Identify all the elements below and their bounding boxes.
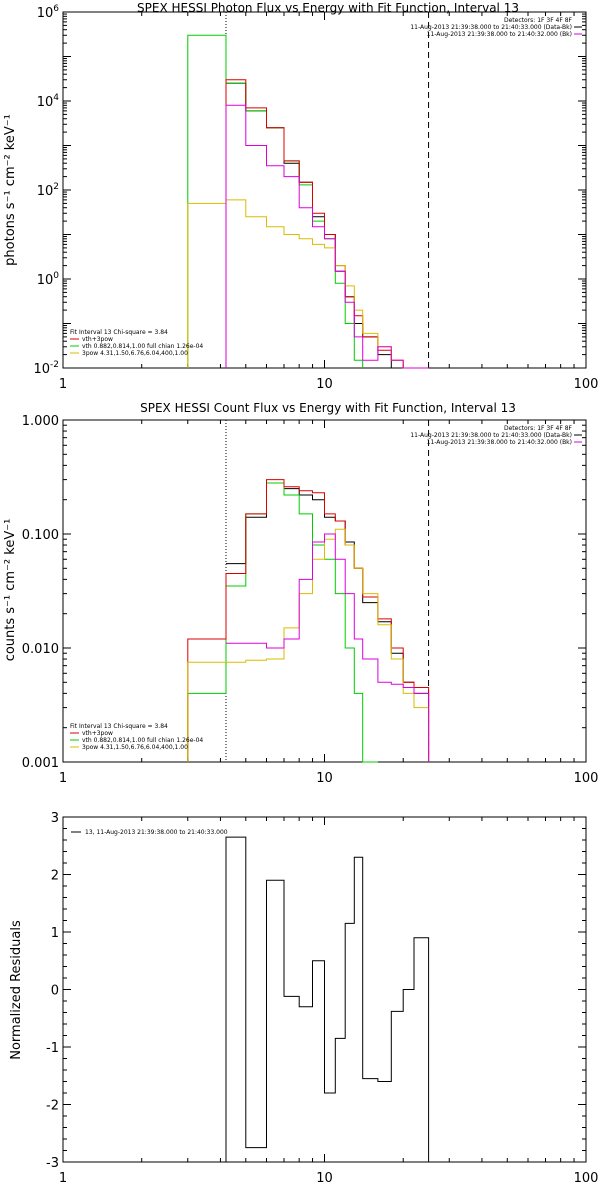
data-legend-entry: Detectors: 1F 3F 4F 8F — [504, 425, 573, 432]
y-tick-label: 100 — [37, 271, 60, 288]
photon-flux-panel: SPEX HESSI Photon Flux vs Energy with Fi… — [3, 1, 598, 392]
x-tick-label: 10 — [316, 1171, 333, 1186]
series-step-line — [225, 836, 430, 1162]
count-flux-ylabel: counts s⁻¹ cm⁻² keV⁻¹ — [3, 519, 18, 662]
x-tick-label: 100 — [574, 771, 599, 786]
series-step-line — [187, 482, 378, 763]
fit-legend-entry: vth+3pow — [82, 336, 113, 343]
residuals-legend-entry: 13, 11-Aug-2013 21:39:38.000 to 21:40:33… — [85, 829, 228, 836]
fit-legend-header: Fit Interval 13 Chi-square = 3.84 — [70, 329, 168, 336]
data-legend-entry: 11-Aug-2013 21:39:38.000 to 21:40:33.000… — [410, 24, 572, 31]
data-legend-entry: 11-Aug-2013 21:39:38.000 to 21:40:33.000… — [410, 432, 572, 439]
photon-flux-title: SPEX HESSI Photon Flux vs Energy with Fi… — [137, 1, 519, 15]
y-tick-label: 10-2 — [33, 360, 59, 377]
plot-frame — [62, 419, 587, 763]
fit-legend-entry: vth+3pow — [82, 730, 113, 737]
fit-legend-header: Fit Interval 13 Chi-square = 3.84 — [70, 723, 168, 730]
series-step-line — [225, 82, 404, 369]
fit-legend-entry: 3pow 4.31,1.50,6.76,6.04,400,1.00 — [82, 744, 188, 751]
count-flux-title: SPEX HESSI Count Flux vs Energy with Fit… — [140, 401, 516, 415]
x-tick-label: 100 — [574, 1171, 599, 1186]
x-tick-label: 1 — [59, 1171, 67, 1186]
y-tick-label: 1 — [51, 926, 59, 941]
x-tick-label: 1 — [59, 377, 67, 392]
photon-flux-ylabel: photons s⁻¹ cm⁻² keV⁻¹ — [3, 114, 18, 266]
series-step-line — [187, 528, 430, 762]
x-tick-label: 1 — [59, 771, 67, 786]
data-legend-entry: 11-Aug-2013 21:39:38.000 to 21:40:32.000… — [427, 31, 572, 38]
series-step-line — [226, 533, 430, 762]
y-tick-label: 0.001 — [22, 756, 59, 771]
y-tick-label: 0.010 — [22, 642, 59, 657]
series-step-line — [187, 199, 429, 369]
y-tick-label: 102 — [37, 182, 59, 199]
data-legend-entry: 11-Aug-2013 21:39:38.000 to 21:40:32.000… — [427, 439, 572, 446]
fit-legend-entry: vth 0.882,0.814,1.00 full chian 1.26e-04 — [82, 737, 203, 744]
y-tick-label: 0.100 — [22, 528, 59, 543]
series-step-line — [187, 479, 430, 762]
count-flux-panel: SPEX HESSI Count Flux vs Energy with Fit… — [3, 401, 598, 786]
residuals-ylabel: Normalized Residuals — [9, 920, 24, 1060]
y-tick-label: 3 — [51, 811, 59, 826]
fit-legend-entry: 3pow 4.31,1.50,6.76,6.04,400,1.00 — [82, 350, 188, 357]
plot-frame — [62, 11, 587, 369]
data-legend-entry: Detectors: 1F 3F 4F 8F — [504, 17, 573, 24]
series-step-line — [225, 104, 429, 369]
y-tick-label: 106 — [37, 4, 60, 21]
series-step-line — [187, 34, 364, 368]
series-step-line — [225, 79, 414, 369]
y-tick-label: 104 — [37, 93, 60, 110]
y-tick-label: 2 — [51, 869, 59, 884]
y-tick-label: -1 — [46, 1041, 59, 1056]
y-tick-label: -3 — [46, 1156, 59, 1171]
x-tick-label: 100 — [574, 377, 599, 392]
fit-legend-entry: vth 0.882,0.814,1.00 full chian 1.26e-04 — [82, 343, 203, 350]
x-tick-label: 10 — [316, 377, 333, 392]
residuals-panel: Normalized Residuals 1 10 1003210-1-2-313,… — [9, 811, 598, 1186]
series-step-line — [226, 482, 430, 762]
y-tick-label: -2 — [46, 1099, 59, 1114]
y-tick-label: 1.000 — [22, 414, 59, 429]
y-tick-label: 0 — [51, 984, 59, 999]
x-tick-label: 10 — [316, 771, 333, 786]
